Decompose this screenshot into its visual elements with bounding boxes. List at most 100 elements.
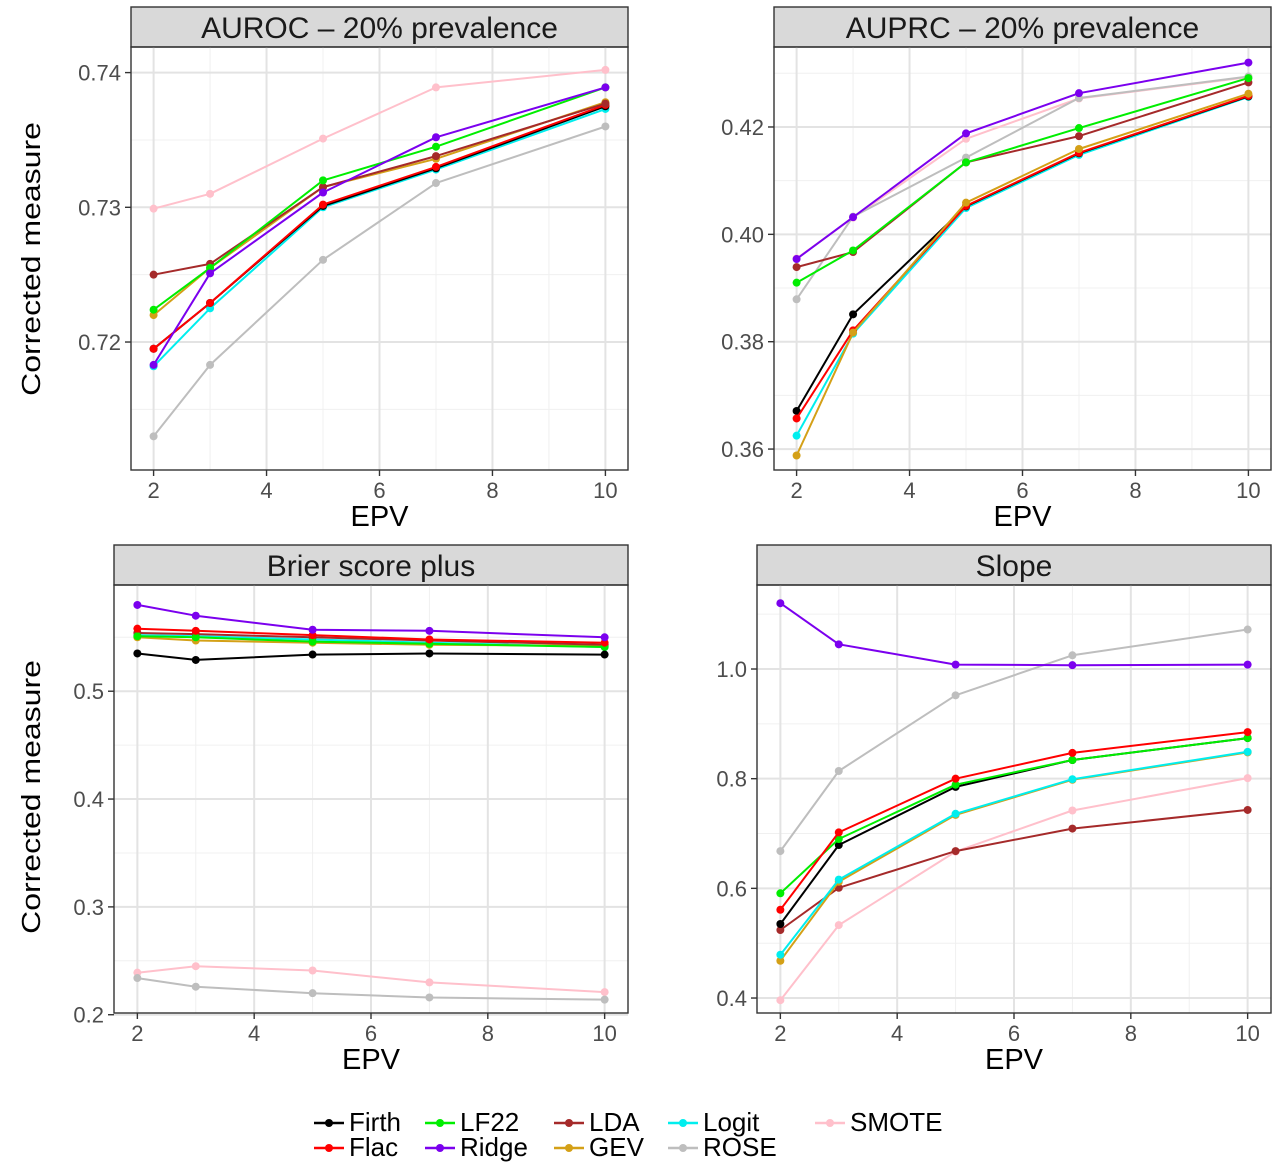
data-point <box>792 263 801 272</box>
x-tick-label: 10 <box>1236 478 1260 503</box>
data-point <box>133 600 142 609</box>
x-tick-label: 4 <box>891 1021 903 1046</box>
y-tick-label: 0.2 <box>73 1003 104 1028</box>
y-tick-label: 0.4 <box>73 787 104 812</box>
y-tick-label: 0.42 <box>721 115 764 140</box>
legend-key-point <box>679 1144 687 1152</box>
data-point <box>1243 747 1252 756</box>
data-point <box>1068 806 1077 815</box>
data-point <box>133 632 142 641</box>
panel-title: AUROC – 20% prevalence <box>201 12 558 45</box>
series-group <box>133 600 609 1004</box>
data-point <box>601 122 610 131</box>
data-point <box>1243 805 1252 814</box>
x-tick-label: 6 <box>1016 478 1028 503</box>
data-point <box>792 278 801 287</box>
legend-item-firth: Firth <box>314 1107 401 1137</box>
data-point <box>792 255 801 264</box>
gridlines <box>114 585 628 1016</box>
legend-key-point <box>565 1144 573 1152</box>
data-point <box>149 432 158 441</box>
legend-label: Logit <box>703 1107 760 1137</box>
legend-item-lda: LDA <box>554 1107 640 1137</box>
data-point <box>431 179 440 188</box>
legend-label: ROSE <box>703 1132 777 1162</box>
data-point <box>834 640 843 649</box>
legend-label: Ridge <box>460 1132 528 1162</box>
x-axis-title: EPV <box>350 501 409 533</box>
data-point <box>1243 774 1252 783</box>
data-point <box>776 996 785 1005</box>
legend-label: GEV <box>589 1132 645 1162</box>
data-point <box>191 633 200 642</box>
legend-label: LF22 <box>460 1107 519 1137</box>
data-point <box>308 637 317 646</box>
data-point <box>206 269 215 278</box>
data-point <box>191 626 200 635</box>
x-tick-label: 8 <box>1125 1021 1137 1046</box>
data-point <box>431 133 440 142</box>
data-point <box>834 828 843 837</box>
data-point <box>425 978 434 987</box>
series-ridge <box>149 83 610 369</box>
data-point <box>133 624 142 633</box>
panel-strip <box>130 6 629 48</box>
panels: AUROC – 20% prevalence 2 4 6 8 10 0.72 0.73 0.74… <box>73 6 1272 1076</box>
y-tick-label: 0.5 <box>73 679 104 704</box>
data-point <box>425 649 434 658</box>
data-point <box>425 993 434 1002</box>
legend-key-point <box>325 1144 333 1152</box>
series-group <box>149 65 610 441</box>
data-point <box>1243 625 1252 634</box>
data-point <box>206 189 215 198</box>
panel-1: AUROC – 20% prevalence 2 4 6 8 10 0.72 0.73 0.74… <box>78 6 629 533</box>
x-tick-label: 4 <box>903 478 915 503</box>
series-gev <box>792 89 1253 460</box>
y-tick-label: 0.72 <box>78 330 121 355</box>
legend-item-ridge: Ridge <box>425 1132 528 1162</box>
axes: 2 4 6 8 10 0.36 0.38 0.40 0.42 EPV <box>721 115 1260 533</box>
data-point <box>431 83 440 92</box>
data-point <box>191 611 200 620</box>
data-point <box>792 414 801 423</box>
legend-item-logit: Logit <box>668 1107 760 1137</box>
series-group <box>792 58 1253 460</box>
panel-3: Brier score plus 2 4 6 8 10 0.2 0.3 0.4 0.5 EPV <box>73 544 629 1076</box>
y-tick-label: 0.38 <box>721 330 764 355</box>
data-point <box>319 255 328 264</box>
y-tick-label: 0.6 <box>716 876 747 901</box>
data-point <box>601 99 610 108</box>
data-point <box>1074 144 1083 153</box>
x-tick-label: 6 <box>373 478 385 503</box>
data-point <box>425 626 434 635</box>
data-point <box>951 780 960 789</box>
panel-4: Slope 2 4 6 8 10 0.4 0.6 0.8 1.0 EPV <box>716 544 1272 1076</box>
legend-label: LDA <box>589 1107 640 1137</box>
y-axis-title-bottom: Corrected measure <box>18 660 46 934</box>
data-point <box>834 835 843 844</box>
series-ridge <box>792 58 1253 264</box>
data-point <box>792 451 801 460</box>
y-tick-label: 0.36 <box>721 437 764 462</box>
data-point <box>319 200 328 209</box>
data-point <box>133 974 142 983</box>
axes: 2 4 6 8 10 0.72 0.73 0.74 EPV <box>78 61 617 533</box>
data-point <box>1074 132 1083 141</box>
data-point <box>776 905 785 914</box>
legend-key-point <box>565 1119 573 1127</box>
series-flac <box>133 624 609 647</box>
data-point <box>1243 734 1252 743</box>
data-point <box>776 889 785 898</box>
series-lf22 <box>792 74 1253 287</box>
series-rose <box>776 625 1252 856</box>
data-point <box>431 162 440 171</box>
series-group <box>776 599 1252 1005</box>
legend-label: Flac <box>349 1132 398 1162</box>
x-tick-label: 10 <box>1235 1021 1259 1046</box>
legend-item-rose: ROSE <box>668 1132 777 1162</box>
x-tick-label: 4 <box>260 478 272 503</box>
data-point <box>776 920 785 929</box>
data-point <box>431 142 440 151</box>
data-point <box>776 599 785 608</box>
x-tick-label: 10 <box>592 1021 616 1046</box>
